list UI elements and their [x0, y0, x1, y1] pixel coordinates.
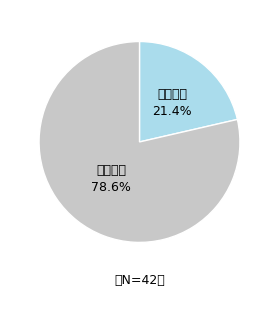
Text: 21.4%: 21.4% — [152, 105, 192, 118]
Text: （N=42）: （N=42） — [114, 274, 165, 287]
Text: 記載あり: 記載あり — [157, 88, 187, 100]
Wedge shape — [39, 41, 240, 242]
Wedge shape — [140, 41, 237, 142]
Text: 78.6%: 78.6% — [92, 181, 131, 194]
Text: 記載なし: 記載なし — [96, 164, 126, 177]
